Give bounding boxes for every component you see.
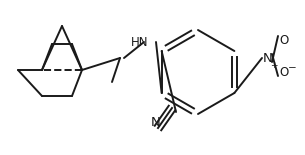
- Text: +: +: [270, 60, 278, 69]
- Text: O: O: [279, 33, 289, 46]
- Text: HN: HN: [131, 35, 148, 49]
- Text: N: N: [263, 51, 273, 64]
- Text: N: N: [151, 115, 161, 128]
- Text: −: −: [288, 63, 296, 73]
- Text: O: O: [279, 66, 289, 78]
